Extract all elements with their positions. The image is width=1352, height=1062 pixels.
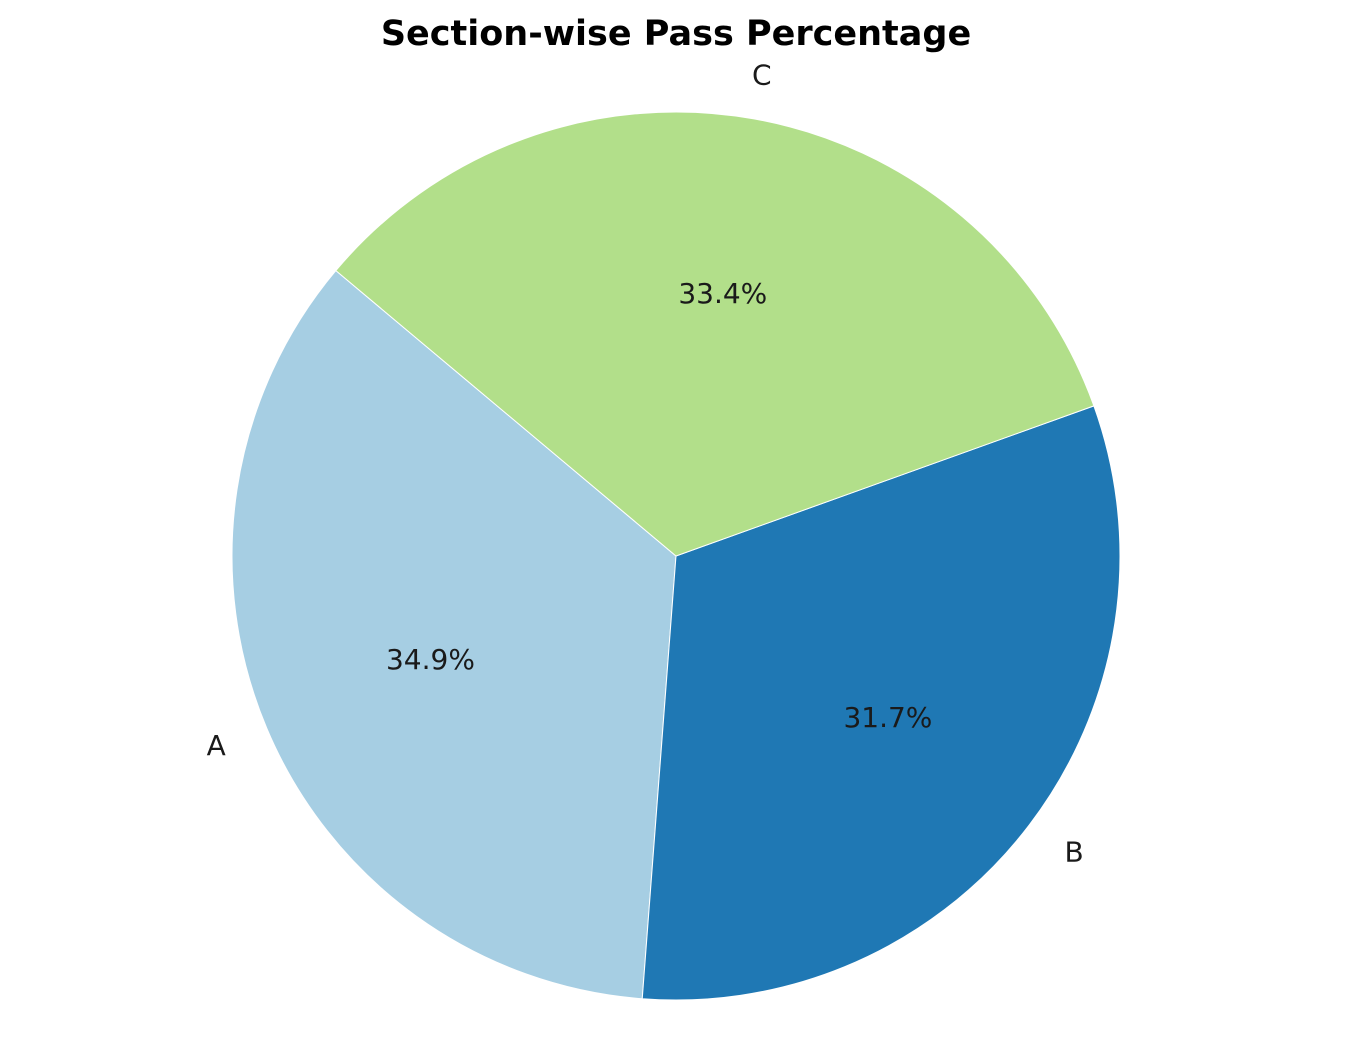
category-label-a: A (207, 729, 226, 762)
pie-slice-c (335, 111, 1095, 557)
chart-title: Section-wise Pass Percentage (380, 14, 972, 54)
pie-slice-a (231, 269, 677, 1000)
pie-labels: 34.9% A 31.7% B 33.4% C (207, 59, 1084, 869)
pie-slice-b (641, 405, 1121, 1001)
pct-label-b: 31.7% (843, 701, 932, 734)
pie-slices (231, 111, 1121, 1001)
category-label-c: C (752, 59, 772, 92)
pct-label-c: 33.4% (678, 277, 767, 310)
pct-label-a: 34.9% (386, 643, 475, 676)
category-label-b: B (1065, 835, 1084, 868)
